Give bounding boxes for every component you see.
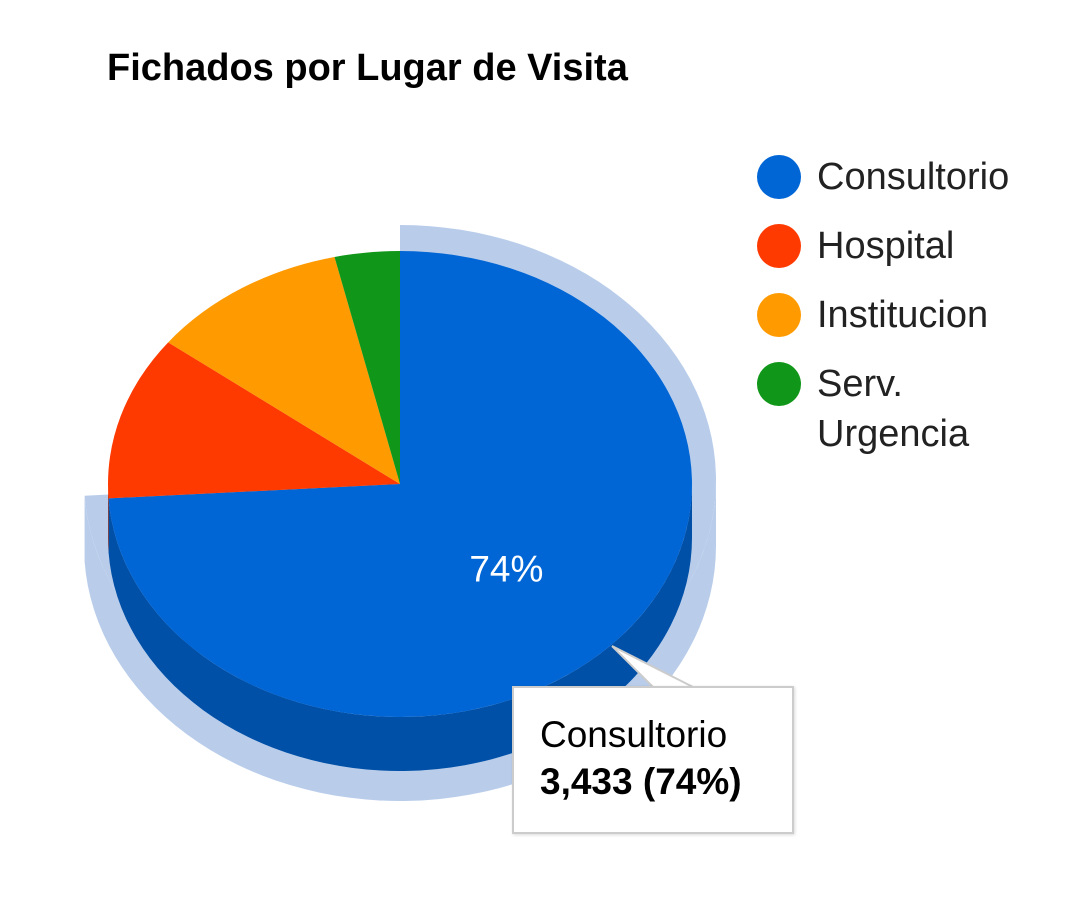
legend-item-institucion[interactable]: Institucion <box>757 293 1057 340</box>
pie-slice-layer <box>108 251 693 718</box>
pie-slice-side-hospital <box>108 484 109 553</box>
slice-label-layer: 74% <box>469 549 543 590</box>
slice-label-consultorio: 74% <box>469 549 543 590</box>
legend-swatch <box>757 155 801 199</box>
tooltip-label: Consultorio <box>540 714 728 755</box>
chart-legend: Consultorio Hospital Institucion Serv. U… <box>757 155 1057 481</box>
legend-item-serv-urgencia[interactable]: Serv. Urgencia <box>757 362 1057 459</box>
legend-swatch <box>757 224 801 268</box>
chart-title: Fichados por Lugar de Visita <box>107 47 628 89</box>
pie-slice-consultorio[interactable] <box>108 251 693 718</box>
legend-label: Serv. Urgencia <box>817 363 970 455</box>
pie-slice-serv-urgencia[interactable] <box>334 251 400 484</box>
pie-slice-institucion[interactable] <box>168 256 400 484</box>
legend-label: Institucion <box>817 294 989 336</box>
legend-item-consultorio[interactable]: Consultorio <box>757 155 1057 202</box>
legend-swatch <box>757 293 801 337</box>
legend-item-hospital[interactable]: Hospital <box>757 224 1057 271</box>
tooltip-value: 3,433 (74%) <box>540 761 742 802</box>
legend-label: Consultorio <box>817 156 1010 198</box>
legend-swatch <box>757 362 801 406</box>
chart-tooltip: Consultorio 3,433 (74%) <box>512 686 794 834</box>
legend-label: Hospital <box>817 225 955 267</box>
pie-slice-hospital[interactable] <box>108 342 400 499</box>
